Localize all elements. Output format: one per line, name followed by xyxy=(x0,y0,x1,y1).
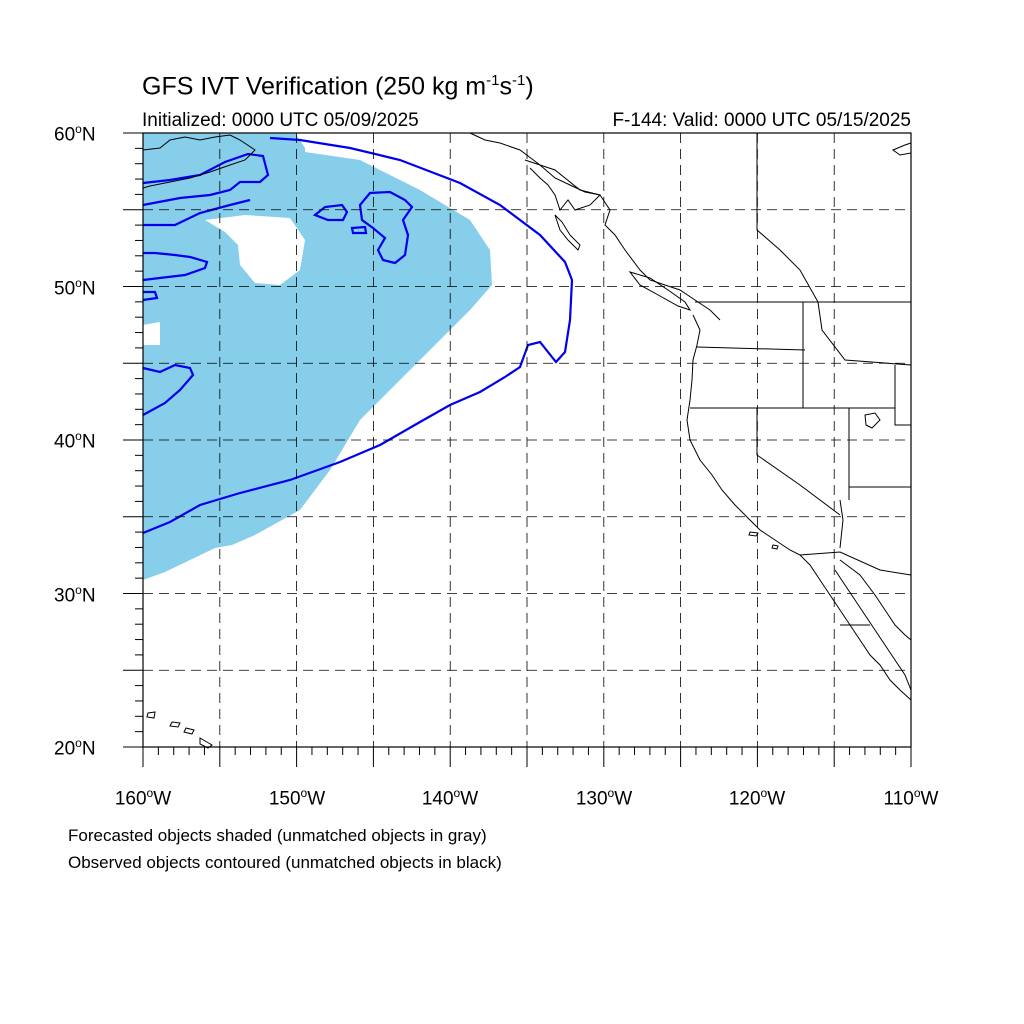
observed-object-southwest-lobe xyxy=(142,363,195,416)
channel-islands-2 xyxy=(771,544,779,550)
lon-label-110w: 110oW xyxy=(883,786,939,810)
observed-object-mid-contour xyxy=(143,198,251,227)
hudson-island xyxy=(891,142,912,156)
forecast-object-gap xyxy=(305,148,360,160)
caption-observed: Observed objects contoured (unmatched ob… xyxy=(68,853,502,872)
title-mid: s xyxy=(499,72,512,101)
lat-label-40n: 40oN xyxy=(54,429,96,453)
lat-label-50n: 50oN xyxy=(54,276,96,300)
us-mexico-border xyxy=(799,551,912,576)
observed-object-west-lobe xyxy=(142,251,209,282)
lat-label-60n: 60oN xyxy=(54,122,96,146)
map-frame xyxy=(123,132,912,767)
lon-label-150w: 150oW xyxy=(268,786,326,810)
map-title: GFS IVT Verification (250 kg m-1s-1) xyxy=(142,72,534,101)
initialized-time: Initialized: 0000 UTC 05/09/2025 xyxy=(142,110,419,131)
title-main: GFS IVT Verification (250 kg m xyxy=(142,72,487,101)
mainland-mexico-coast xyxy=(839,559,912,641)
vancouver-island xyxy=(628,271,692,311)
channel-islands xyxy=(748,531,759,537)
forecast-object xyxy=(143,133,492,580)
coastlines xyxy=(142,132,912,749)
id-mt-border xyxy=(817,301,912,366)
observed-object-outline xyxy=(142,136,574,535)
title-sup-2: -1 xyxy=(511,72,526,89)
ca-nv-border xyxy=(756,408,841,516)
great-salt-lake xyxy=(864,412,881,429)
lat-label-30n: 30oN xyxy=(54,583,96,607)
observed-object-contours xyxy=(142,136,574,535)
baja-gulf-coast xyxy=(834,569,912,691)
alaska-coastline xyxy=(142,134,256,189)
lon-label-160w: 160oW xyxy=(114,786,172,810)
valid-time: F-144: Valid: 0000 UTC 05/15/2025 xyxy=(612,110,911,131)
lat-label-20n: 20oN xyxy=(54,736,96,760)
title-sup-1: -1 xyxy=(486,72,500,89)
observed-object-blob-b xyxy=(358,190,414,265)
bc-alberta-border xyxy=(756,133,819,303)
alaska-bc-border xyxy=(524,159,601,196)
observed-object-small-lobe xyxy=(142,290,159,302)
hawaii-island-d xyxy=(199,737,213,749)
observed-object-blob-a xyxy=(312,203,349,222)
haida-gwaii xyxy=(554,214,581,251)
ca-az-border xyxy=(839,499,844,549)
title-end: ) xyxy=(525,72,534,101)
wa-or-border xyxy=(696,346,806,351)
lon-label-130w: 130oW xyxy=(575,786,633,810)
political-borders xyxy=(524,133,912,626)
forecast-object-shading xyxy=(143,133,492,580)
hawaii-island-b xyxy=(169,721,181,728)
lon-label-140w: 140oW xyxy=(421,786,479,810)
hawaii-island-a xyxy=(146,711,156,719)
lon-label-120w: 120oW xyxy=(728,786,786,810)
us-west-coast xyxy=(686,314,912,701)
caption-forecast: Forecasted objects shaded (unmatched obj… xyxy=(68,826,487,845)
bc-coastline xyxy=(599,194,721,321)
hawaii-island-c xyxy=(183,727,195,735)
observed-object-blob-c xyxy=(350,225,368,235)
wy-border xyxy=(894,365,911,426)
